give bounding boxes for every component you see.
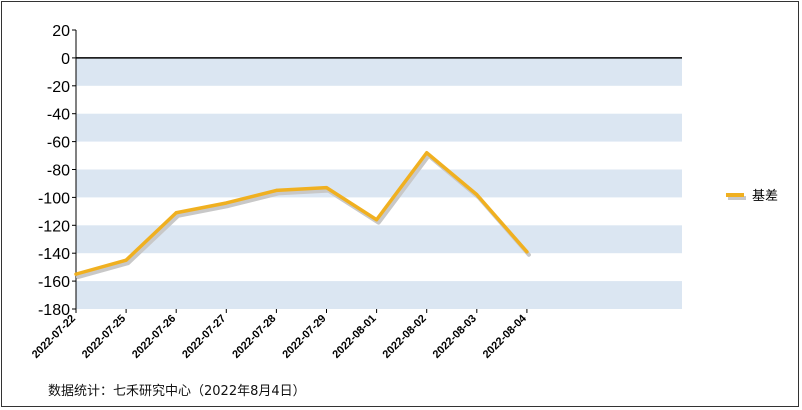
data-point — [425, 151, 429, 155]
x-tick-label: 2022-07-22 — [30, 313, 78, 361]
y-tick-label: -40 — [47, 107, 70, 124]
y-tick-label: -160 — [38, 274, 70, 291]
data-point — [274, 188, 278, 192]
data-point — [124, 258, 128, 262]
data-point — [74, 272, 78, 276]
legend: 基差 — [726, 189, 778, 204]
grid-band — [76, 281, 682, 309]
grid-band — [76, 113, 682, 142]
y-tick-label: -60 — [47, 135, 70, 152]
data-point — [325, 186, 328, 190]
y-tick-label: -20 — [47, 79, 70, 96]
series-line — [74, 151, 529, 276]
legend-label: 基差 — [752, 189, 778, 204]
x-tick-label: 2022-07-29 — [280, 313, 328, 361]
x-axis-ticks: 2022-07-22 2022-07-25 2022-07-26 2022-07-27… — [30, 309, 530, 361]
data-point — [475, 193, 479, 197]
data-point — [224, 201, 228, 205]
x-tick-label: 2022-07-26 — [130, 313, 178, 361]
grid-band — [76, 225, 682, 254]
grid-band — [76, 57, 682, 86]
x-tick-label: 2022-08-03 — [431, 313, 479, 361]
data-point — [174, 211, 178, 215]
y-axis-ticks: 20 0 -20 -40 -60 -80 -100 -120 -140 -160 -180 — [38, 23, 76, 319]
grid-band — [76, 169, 682, 198]
y-tick-label: 0 — [61, 51, 70, 68]
x-tick-label: 2022-07-28 — [230, 313, 278, 361]
x-tick-label: 2022-08-01 — [330, 313, 378, 361]
y-tick-label: -120 — [38, 218, 70, 235]
x-tick-label: 2022-08-02 — [381, 313, 429, 361]
data-point — [525, 250, 529, 254]
data-point — [375, 218, 379, 222]
y-tick-label: -100 — [38, 190, 70, 207]
series-layer — [74, 151, 531, 280]
y-tick-label: 20 — [52, 23, 70, 40]
source-note: 数据统计：七禾研究中心（2022年8月4日） — [48, 384, 306, 399]
y-tick-label: -80 — [47, 163, 70, 180]
x-tick-label: 2022-07-25 — [80, 313, 128, 361]
x-tick-label: 2022-08-04 — [481, 312, 530, 361]
y-tick-label: -140 — [38, 246, 70, 263]
grid-bands — [76, 57, 682, 309]
x-tick-label: 2022-07-27 — [180, 313, 228, 361]
y-tick-label: -180 — [38, 302, 70, 319]
